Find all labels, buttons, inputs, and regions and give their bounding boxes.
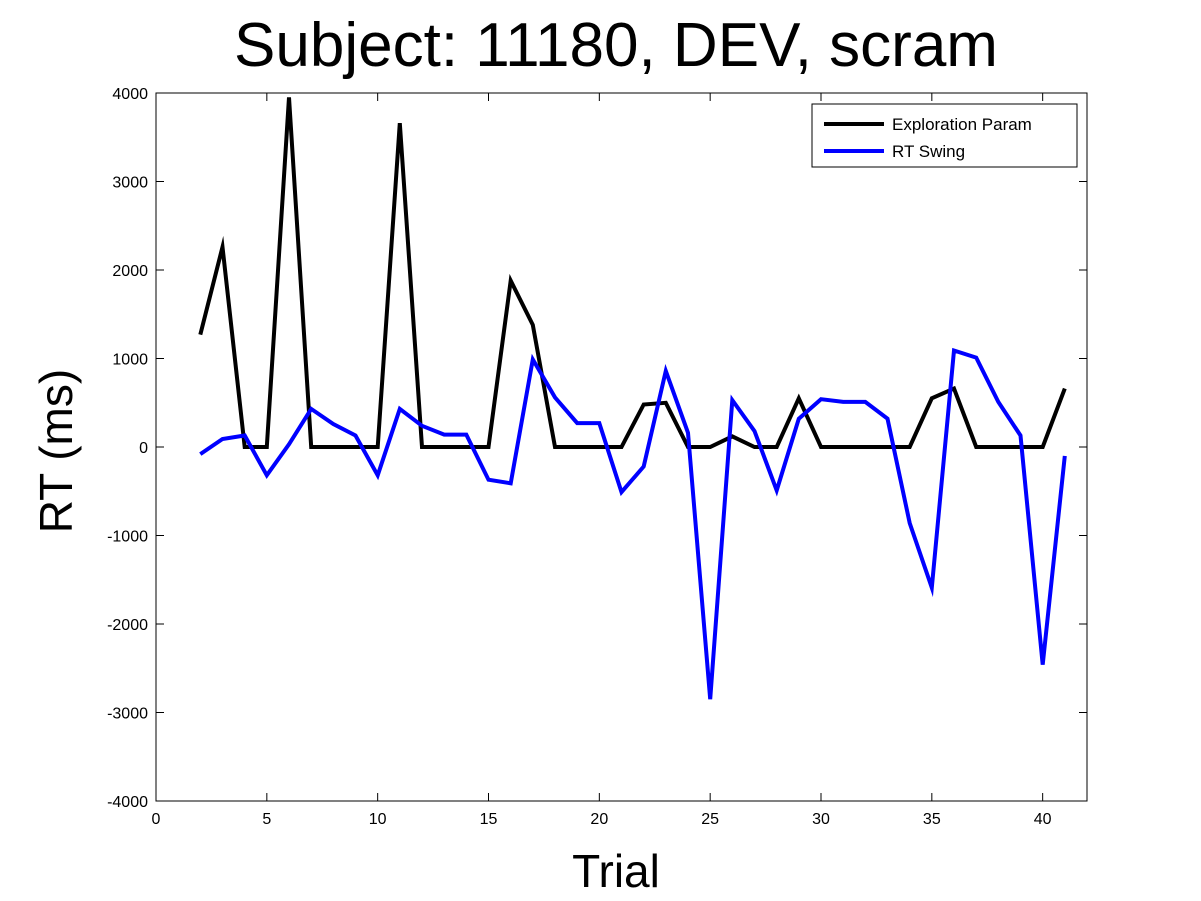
- y-tick-label: -4000: [107, 794, 148, 811]
- y-tick-label: -1000: [107, 529, 148, 546]
- y-axis-label: RT (ms): [30, 369, 82, 533]
- legend-box: [811, 103, 1078, 168]
- y-tick-label: 4000: [112, 86, 148, 103]
- y-tick-label: 2000: [112, 263, 148, 280]
- x-tick-label: 35: [923, 811, 941, 828]
- x-tick-label: 40: [1034, 811, 1052, 828]
- y-tick-label: 0: [139, 440, 148, 457]
- x-tick-label: 30: [812, 811, 830, 828]
- x-tick-label: 20: [590, 811, 608, 828]
- plot-area: [155, 92, 1088, 802]
- legend-label-rt-swing: RT Swing: [892, 142, 965, 161]
- chart-title: Subject: 11180, DEV, scram: [234, 11, 998, 80]
- y-tick-label: -2000: [107, 617, 148, 634]
- series-line-exploration-param: [198, 97, 1067, 449]
- x-tick-label: 10: [369, 811, 387, 828]
- y-tick-label: 3000: [112, 175, 148, 192]
- legend: Exploration Param RT Swing: [811, 103, 1078, 168]
- y-tick-label: 1000: [112, 352, 148, 369]
- x-tick-label: 0: [152, 811, 161, 828]
- x-tick-label: 25: [701, 811, 719, 828]
- x-tick-label: 5: [262, 811, 271, 828]
- y-tick-label: -3000: [107, 706, 148, 723]
- x-tick-label: 15: [480, 811, 498, 828]
- legend-label-exploration-param: Exploration Param: [892, 115, 1032, 134]
- x-axis-label: Trial: [572, 845, 660, 897]
- series-line-rt-swing: [199, 347, 1067, 700]
